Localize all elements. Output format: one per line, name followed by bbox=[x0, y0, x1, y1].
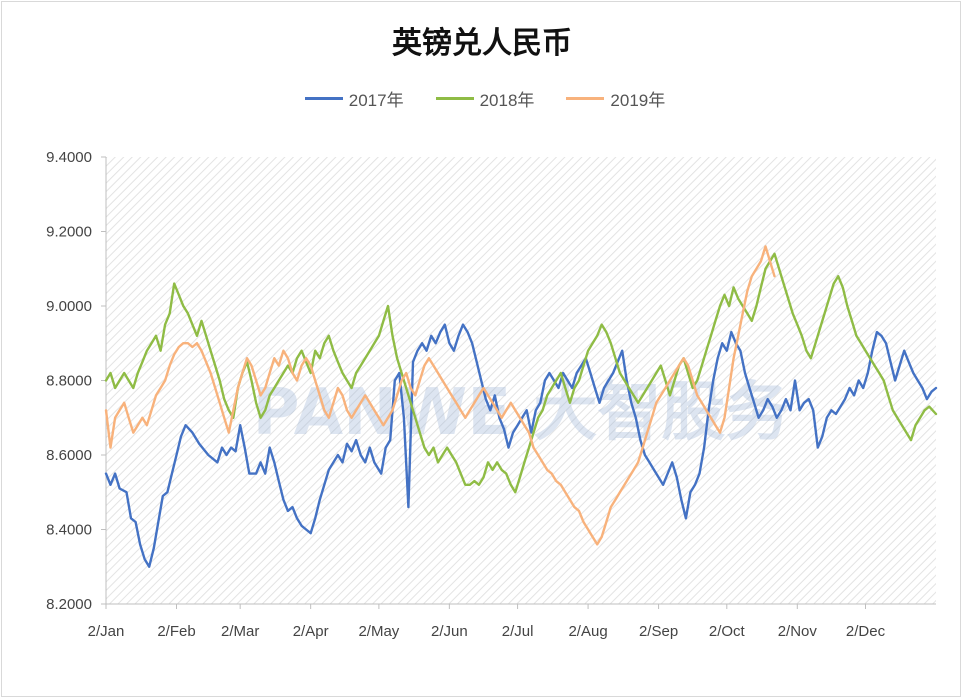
legend-label-0: 2017年 bbox=[348, 91, 404, 110]
y-tick-label-3: 8.8000 bbox=[46, 373, 92, 390]
series-line-2 bbox=[104, 245, 776, 546]
plot-area bbox=[106, 157, 936, 604]
x-tick-label-6: 2/Jul bbox=[502, 623, 534, 640]
legend-swatch-1 bbox=[435, 97, 474, 100]
y-tick-label-0: 8.2000 bbox=[46, 596, 92, 613]
x-tick-label-4: 2/May bbox=[358, 623, 399, 640]
legend-label-2: 2019年 bbox=[610, 91, 666, 110]
y-tick-label-1: 8.4000 bbox=[46, 522, 92, 539]
x-tick-label-7: 2/Aug bbox=[568, 623, 607, 640]
x-tick-label-1: 2/Feb bbox=[157, 623, 195, 640]
x-tick-label-11: 2/Dec bbox=[846, 623, 886, 640]
x-tick-label-2: 2/Mar bbox=[221, 623, 259, 640]
y-axis: 8.2000 8.4000 8.6000 8.8000 9.0000 9.2000 9.40… bbox=[46, 149, 107, 613]
chart-legend: 2017年 2018年 2019年 bbox=[0, 86, 964, 111]
x-tick-label-0: 2/Jan bbox=[88, 623, 125, 640]
legend-label-1: 2018年 bbox=[479, 91, 535, 110]
series-line-0 bbox=[104, 323, 938, 568]
legend-swatch-2 bbox=[566, 97, 605, 100]
watermark-text: PANWE 大智股务 bbox=[253, 376, 790, 450]
legend-swatch-0 bbox=[304, 97, 343, 100]
legend-item-2: 2019年 bbox=[560, 86, 665, 111]
x-tick-label-3: 2/Apr bbox=[293, 623, 329, 640]
x-tick-label-9: 2/Oct bbox=[709, 623, 746, 640]
x-axis: 2/Jan 2/Feb 2/Mar 2/Apr 2/May 2/Jun 2/Jul 2/Aug… bbox=[88, 603, 936, 640]
y-tick-label-5: 9.2000 bbox=[46, 224, 92, 241]
legend-item-1: 2018年 bbox=[430, 86, 535, 111]
y-tick-label-2: 8.6000 bbox=[46, 447, 92, 464]
x-tick-label-10: 2/Nov bbox=[778, 623, 818, 640]
x-tick-label-5: 2/Jun bbox=[431, 623, 468, 640]
x-tick-label-8: 2/Sep bbox=[639, 623, 678, 640]
y-tick-label-4: 9.0000 bbox=[46, 298, 92, 315]
series-layer bbox=[104, 245, 938, 568]
y-tick-label-6: 9.4000 bbox=[46, 149, 92, 166]
legend-item-0: 2017年 bbox=[299, 86, 404, 111]
chart-title: 英镑兑人民币 bbox=[392, 26, 572, 61]
